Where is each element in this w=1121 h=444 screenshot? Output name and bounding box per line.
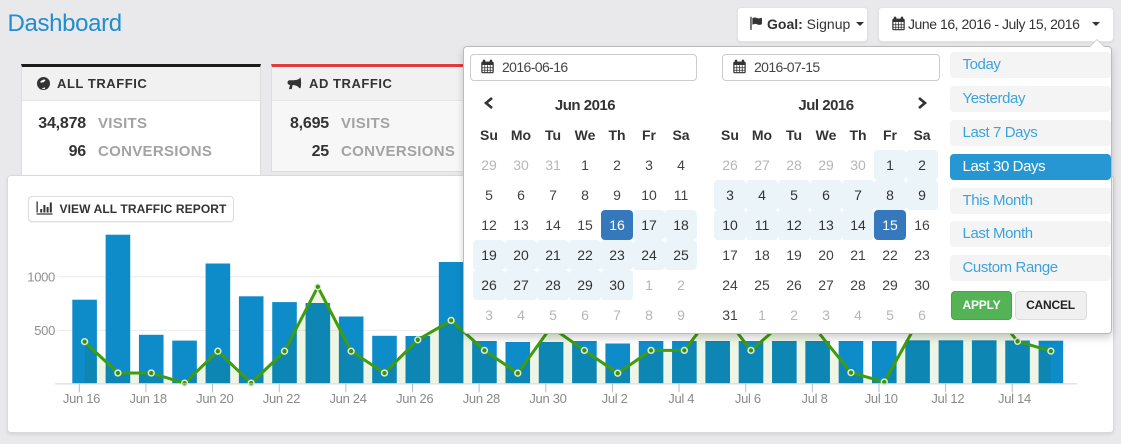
svg-text:Jul 12: Jul 12 xyxy=(931,391,964,406)
svg-text:Jun 22: Jun 22 xyxy=(263,391,300,406)
svg-text:Jul 4: Jul 4 xyxy=(668,391,694,406)
svg-text:1000: 1000 xyxy=(27,269,55,284)
svg-text:Jun 20: Jun 20 xyxy=(196,391,233,406)
svg-text:Jul 14: Jul 14 xyxy=(998,391,1031,406)
svg-text:Jul 2: Jul 2 xyxy=(602,391,628,406)
svg-text:Jul 10: Jul 10 xyxy=(865,391,898,406)
svg-text:Jun 18: Jun 18 xyxy=(130,391,167,406)
svg-text:Jul 6: Jul 6 xyxy=(735,391,761,406)
svg-text:Jun 30: Jun 30 xyxy=(529,391,566,406)
svg-text:Jun 28: Jun 28 xyxy=(463,391,500,406)
svg-text:Jun 16: Jun 16 xyxy=(63,391,100,406)
svg-text:500: 500 xyxy=(34,323,55,338)
svg-text:Jul 8: Jul 8 xyxy=(802,391,828,406)
svg-text:Jun 24: Jun 24 xyxy=(329,391,366,406)
svg-text:Jun 26: Jun 26 xyxy=(396,391,433,406)
